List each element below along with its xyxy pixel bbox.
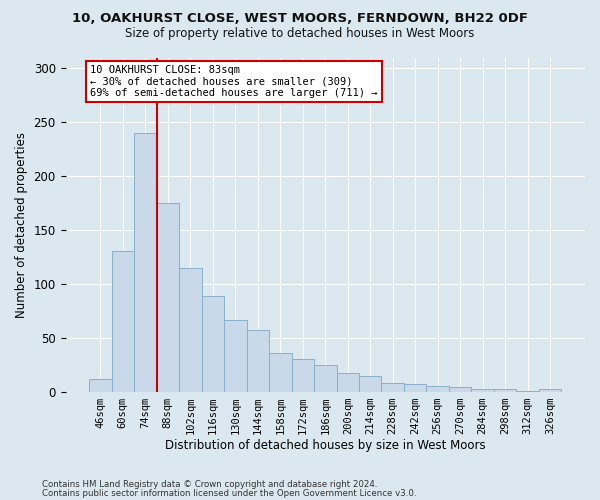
Bar xyxy=(539,390,562,392)
Bar xyxy=(449,388,472,392)
Bar xyxy=(179,268,202,392)
Text: Size of property relative to detached houses in West Moors: Size of property relative to detached ho… xyxy=(125,28,475,40)
Bar xyxy=(359,376,382,392)
Bar xyxy=(224,320,247,392)
Bar xyxy=(382,383,404,392)
Bar xyxy=(134,133,157,392)
Bar xyxy=(89,378,112,392)
Bar xyxy=(427,386,449,392)
Bar xyxy=(247,330,269,392)
Text: Contains public sector information licensed under the Open Government Licence v3: Contains public sector information licen… xyxy=(42,488,416,498)
Text: 10, OAKHURST CLOSE, WEST MOORS, FERNDOWN, BH22 0DF: 10, OAKHURST CLOSE, WEST MOORS, FERNDOWN… xyxy=(72,12,528,26)
Text: 10 OAKHURST CLOSE: 83sqm
← 30% of detached houses are smaller (309)
69% of semi-: 10 OAKHURST CLOSE: 83sqm ← 30% of detach… xyxy=(90,65,378,98)
Bar xyxy=(472,390,494,392)
Bar xyxy=(337,374,359,392)
Bar xyxy=(494,390,517,392)
Bar xyxy=(517,390,539,392)
Bar xyxy=(292,360,314,392)
Bar xyxy=(202,296,224,392)
Text: Contains HM Land Registry data © Crown copyright and database right 2024.: Contains HM Land Registry data © Crown c… xyxy=(42,480,377,489)
Bar xyxy=(269,353,292,392)
X-axis label: Distribution of detached houses by size in West Moors: Distribution of detached houses by size … xyxy=(165,440,485,452)
Bar xyxy=(404,384,427,392)
Bar xyxy=(112,252,134,392)
Bar xyxy=(157,203,179,392)
Bar xyxy=(314,364,337,392)
Y-axis label: Number of detached properties: Number of detached properties xyxy=(15,132,28,318)
